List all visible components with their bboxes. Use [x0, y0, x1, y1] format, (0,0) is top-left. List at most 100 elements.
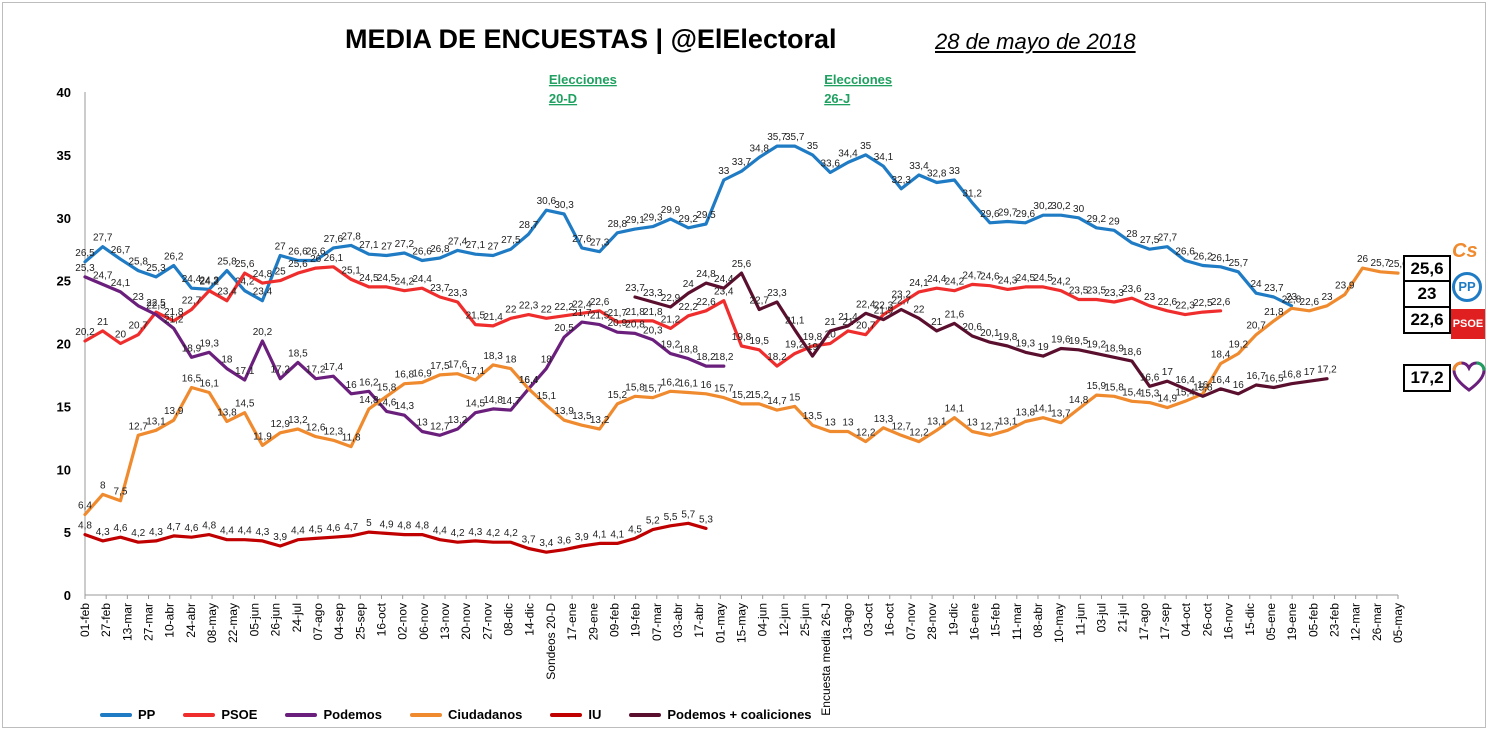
data-label: 4,4: [291, 526, 305, 537]
data-label: 21,4: [483, 312, 503, 323]
x-tick-label: 03-jul: [1095, 603, 1109, 632]
x-tick-label: 08-dic: [502, 603, 516, 636]
data-label: 5: [366, 518, 372, 529]
data-label: 21: [931, 317, 943, 328]
data-label: 23,7: [1264, 283, 1284, 294]
data-label: 22,7: [891, 296, 911, 307]
end-value-psoe: 22,6: [1403, 306, 1451, 334]
data-label: 27,7: [93, 233, 113, 244]
data-label: 16,4: [1211, 375, 1231, 386]
data-label: 27: [275, 241, 287, 252]
data-label: 24,4: [412, 274, 432, 285]
x-tick-label: 27-mar: [142, 603, 156, 641]
data-label: 21,9: [874, 306, 894, 317]
data-label: 4,3: [468, 527, 482, 538]
data-label: 24,6: [980, 272, 1000, 283]
x-tick-label: 17-abr: [692, 603, 706, 638]
data-label: 5,2: [646, 516, 660, 527]
data-label: 26,6: [412, 247, 432, 258]
data-label: 24,3: [199, 275, 219, 286]
y-tick-label: 25: [57, 274, 71, 289]
data-label: 22,8: [1282, 294, 1302, 305]
data-label: 27,2: [395, 239, 415, 250]
x-tick-label: 13-mar: [120, 603, 134, 641]
data-label: 18,3: [483, 351, 503, 362]
data-label: 24: [1250, 279, 1262, 290]
data-label: 20,2: [253, 327, 273, 338]
data-label: 25,6: [1388, 259, 1408, 270]
data-label: 13: [825, 418, 837, 429]
data-label: 13,9: [554, 406, 574, 417]
data-label: 23: [1321, 292, 1333, 303]
data-label: 18,6: [1122, 347, 1142, 358]
data-label: 19: [807, 342, 819, 353]
data-label: 35: [860, 141, 872, 152]
data-label: 20,1: [980, 328, 1000, 339]
data-label: 30,2: [1033, 201, 1053, 212]
x-tick-label: 09-feb: [607, 603, 621, 637]
data-label: 26,1: [324, 253, 344, 264]
x-tick-label: 15-feb: [989, 603, 1003, 637]
data-label: 29,5: [696, 210, 716, 221]
data-label: 22,6: [696, 297, 716, 308]
legend-item: Podemos + coaliciones: [629, 707, 812, 722]
data-label: 29,6: [980, 209, 1000, 220]
data-label: 27,3: [590, 238, 610, 249]
data-label: 28,8: [608, 219, 628, 230]
data-label: 24,7: [962, 270, 982, 281]
data-label: 5,5: [664, 512, 678, 523]
x-tick-label: 10-abr: [163, 603, 177, 638]
data-label: 15,8: [377, 382, 397, 393]
x-tick-label: 11-mar: [1010, 603, 1024, 640]
data-label: 4,6: [185, 523, 199, 534]
data-label: 19: [1038, 342, 1050, 353]
y-tick-label: 40: [57, 85, 71, 100]
data-label: 34,1: [874, 152, 894, 163]
legend-item: PP: [100, 707, 155, 722]
x-tick-label: 26-jun: [269, 603, 283, 636]
data-label: 12,7: [980, 421, 1000, 432]
data-label: 35,7: [785, 132, 805, 143]
data-label: 24,8: [253, 269, 273, 280]
data-label: 23,9: [1335, 280, 1355, 291]
data-label: 24,7: [93, 270, 113, 281]
x-tick-label: 17-ago: [1137, 603, 1151, 641]
data-label: 26: [310, 254, 322, 265]
data-label: 16,4: [519, 375, 539, 386]
data-label: 17: [1304, 367, 1316, 378]
data-label: 4,6: [326, 523, 340, 534]
cs-logo-icon: Cs: [1452, 240, 1478, 262]
data-label: 16,8: [395, 370, 415, 381]
data-label: 17,1: [466, 366, 486, 377]
data-label: 21,8: [1264, 307, 1284, 318]
data-label: 22,7: [750, 296, 770, 307]
data-label: 27,1: [359, 240, 379, 251]
data-label: 13,8: [1016, 407, 1036, 418]
data-label: 31,2: [962, 189, 982, 200]
data-label: 24,5: [359, 273, 379, 284]
data-label: 13,2: [590, 415, 610, 426]
x-tick-label: 25-sep: [353, 603, 367, 640]
data-label: 23,4: [217, 287, 237, 298]
data-label: 18: [505, 355, 517, 366]
data-label: 25,3: [146, 263, 166, 274]
data-label: 13,1: [927, 416, 947, 427]
data-label: 13,3: [874, 414, 894, 425]
data-label: 4,2: [131, 528, 145, 539]
data-label: 26,5: [75, 248, 95, 259]
data-label: 4,6: [114, 523, 128, 534]
data-label: 23,6: [1122, 284, 1142, 295]
data-label: 23,7: [430, 283, 450, 294]
data-label: 18,2: [767, 352, 787, 363]
x-tick-label: 15-may: [735, 603, 749, 643]
data-label: 23: [1286, 292, 1298, 303]
data-label: 4,2: [486, 528, 500, 539]
x-tick-label: 25-jun: [798, 603, 812, 636]
x-tick-label: 13-nov: [438, 603, 452, 640]
data-label: 18,2: [714, 352, 734, 363]
data-label: 25,7: [1229, 258, 1249, 269]
data-label: 23: [1144, 292, 1156, 303]
data-label: 23: [133, 292, 145, 303]
data-label: 22,3: [874, 301, 894, 312]
x-tick-label: 19-dic: [946, 603, 960, 636]
